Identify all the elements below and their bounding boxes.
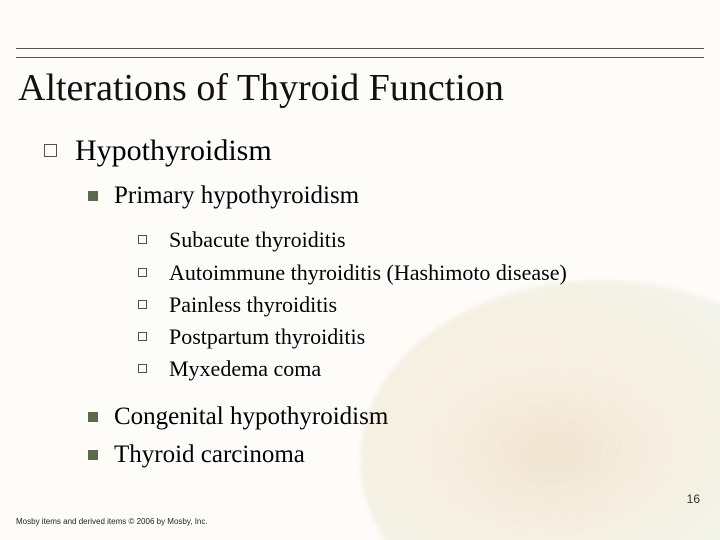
bullet-text: Painless thyroiditis xyxy=(169,291,337,319)
list-item: Primary hypothyroidism xyxy=(88,180,692,212)
slide-number: 16 xyxy=(687,492,700,506)
slide-content: Alterations of Thyroid Function Hypothyr… xyxy=(0,0,720,471)
list-item: Painless thyroiditis xyxy=(138,291,692,319)
list-item: Thyroid carcinoma xyxy=(88,439,692,471)
open-square-bullet-icon xyxy=(44,144,57,157)
list-item: Myxedema coma xyxy=(138,355,692,383)
bullet-level1: Hypothyroidism xyxy=(44,132,692,170)
bullet-text: Hypothyroidism xyxy=(75,132,272,170)
bullet-level2: Primary hypothyroidism xyxy=(88,180,692,212)
open-square-small-bullet-icon xyxy=(138,235,147,244)
open-square-small-bullet-icon xyxy=(138,300,147,309)
slide-title: Alterations of Thyroid Function xyxy=(18,66,692,110)
bullet-text: Congenital hypothyroidism xyxy=(114,401,388,433)
list-item: Hypothyroidism xyxy=(44,132,692,170)
list-item: Postpartum thyroiditis xyxy=(138,323,692,351)
solid-square-bullet-icon xyxy=(88,450,98,460)
open-square-small-bullet-icon xyxy=(138,268,147,277)
solid-square-bullet-icon xyxy=(88,191,98,201)
solid-square-bullet-icon xyxy=(88,412,98,422)
bullet-text: Subacute thyroiditis xyxy=(169,226,346,254)
list-item: Subacute thyroiditis xyxy=(138,226,692,254)
open-square-small-bullet-icon xyxy=(138,364,147,373)
list-item: Autoimmune thyroiditis (Hashimoto diseas… xyxy=(138,259,692,287)
bullet-text: Autoimmune thyroiditis (Hashimoto diseas… xyxy=(169,259,567,287)
bullet-level3: Subacute thyroiditis Autoimmune thyroidi… xyxy=(138,226,692,383)
bullet-text: Myxedema coma xyxy=(169,355,321,383)
copyright-text: Mosby items and derived items © 2006 by … xyxy=(16,517,208,526)
list-item: Congenital hypothyroidism xyxy=(88,401,692,433)
bullet-text: Postpartum thyroiditis xyxy=(169,323,365,351)
bullet-text: Primary hypothyroidism xyxy=(114,180,359,212)
bullet-level2: Congenital hypothyroidism Thyroid carcin… xyxy=(88,401,692,471)
bullet-text: Thyroid carcinoma xyxy=(114,439,305,471)
open-square-small-bullet-icon xyxy=(138,332,147,341)
